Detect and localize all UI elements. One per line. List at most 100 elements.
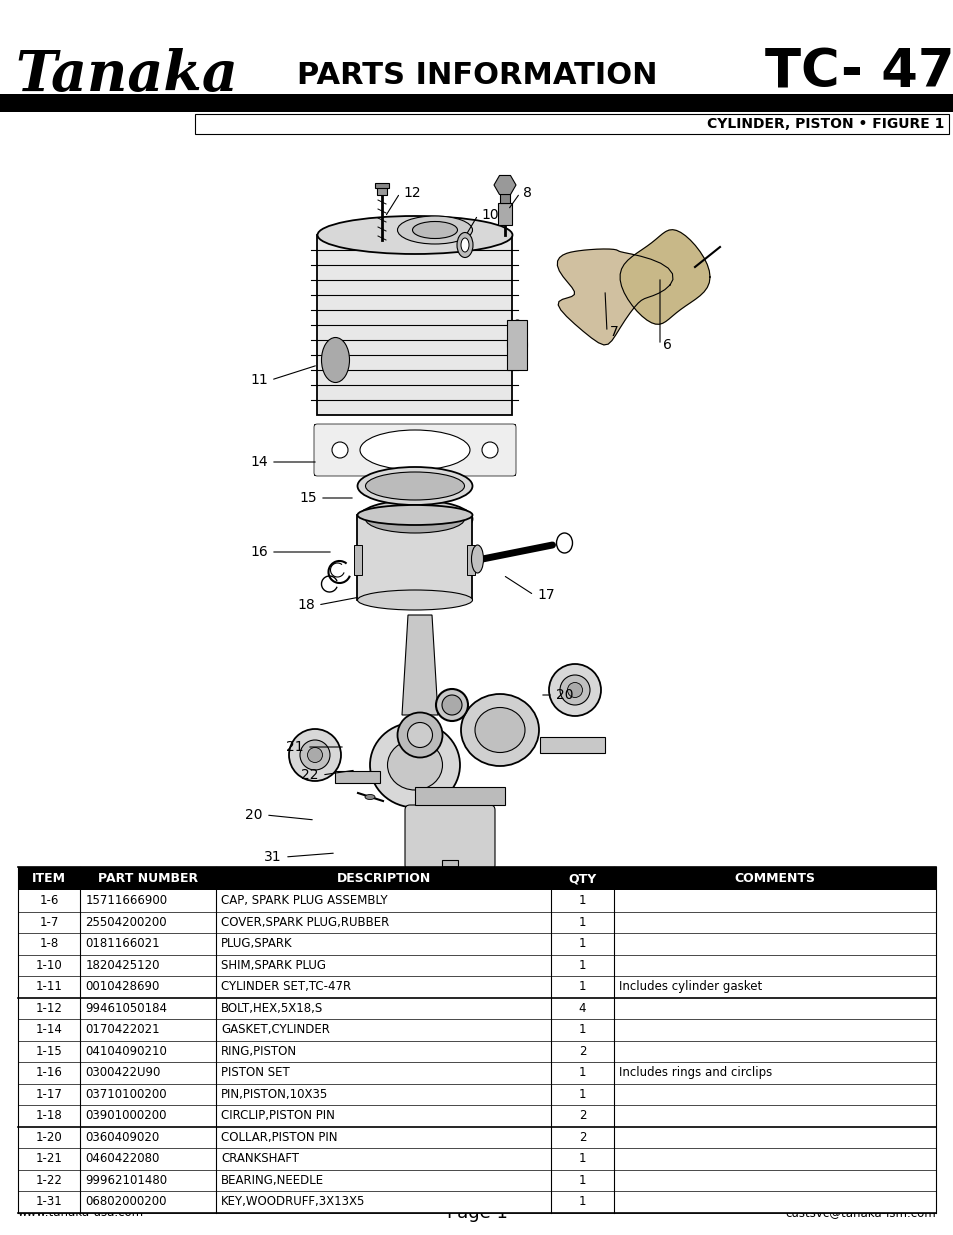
Text: 0010428690: 0010428690: [86, 981, 160, 993]
Bar: [194, 114, 948, 135]
Text: custsvc@tanaka-ism.com: custsvc@tanaka-ism.com: [784, 1207, 935, 1219]
Text: 1-15: 1-15: [36, 1045, 63, 1057]
Text: TC- 47R: TC- 47R: [764, 46, 953, 98]
Polygon shape: [401, 615, 437, 715]
FancyBboxPatch shape: [405, 805, 495, 869]
Text: 0170422021: 0170422021: [86, 1024, 160, 1036]
Bar: [376, 186, 387, 195]
Text: 1: 1: [578, 1173, 586, 1187]
FancyBboxPatch shape: [314, 424, 516, 475]
Ellipse shape: [307, 747, 322, 762]
Bar: [355, 545, 362, 576]
Bar: [18, 1191, 935, 1213]
Ellipse shape: [370, 722, 459, 808]
Bar: [467, 545, 475, 576]
Text: 1-12: 1-12: [35, 1002, 63, 1015]
Text: 03710100200: 03710100200: [86, 1088, 167, 1100]
Ellipse shape: [460, 238, 469, 252]
Text: 0300422U90: 0300422U90: [86, 1066, 161, 1079]
Text: 99962101480: 99962101480: [86, 1173, 168, 1187]
Text: 1-10: 1-10: [36, 958, 63, 972]
Ellipse shape: [357, 505, 472, 525]
Polygon shape: [619, 230, 709, 325]
Text: 8: 8: [522, 186, 532, 200]
Bar: [415, 787, 504, 805]
Text: 0460422080: 0460422080: [86, 1152, 160, 1166]
Bar: [314, 425, 515, 475]
Ellipse shape: [436, 689, 468, 721]
Ellipse shape: [321, 337, 349, 383]
Text: COVER,SPARK PLUG,RUBBER: COVER,SPARK PLUG,RUBBER: [221, 915, 389, 929]
Text: COMMENTS: COMMENTS: [734, 872, 815, 885]
Bar: [18, 998, 935, 1019]
Bar: [18, 867, 935, 890]
Ellipse shape: [507, 320, 527, 370]
Text: 16: 16: [250, 545, 268, 559]
Ellipse shape: [397, 216, 472, 245]
Bar: [18, 955, 935, 976]
Text: Page 1: Page 1: [446, 1204, 507, 1221]
Bar: [18, 976, 935, 998]
Text: 7: 7: [609, 325, 618, 338]
Text: 03901000200: 03901000200: [86, 1109, 167, 1123]
Ellipse shape: [357, 500, 472, 538]
Text: CYLINDER, PISTON • FIGURE 1: CYLINDER, PISTON • FIGURE 1: [706, 117, 943, 131]
Text: ®: ®: [167, 77, 176, 86]
Text: PLUG,SPARK: PLUG,SPARK: [221, 937, 293, 950]
Text: ITEM: ITEM: [32, 872, 66, 885]
Text: 1-14: 1-14: [35, 1024, 63, 1036]
Text: BEARING,NEEDLE: BEARING,NEEDLE: [221, 1173, 324, 1187]
Bar: [18, 1105, 935, 1126]
Text: 1-31: 1-31: [36, 1195, 63, 1208]
Text: 1: 1: [578, 1024, 586, 1036]
Ellipse shape: [365, 472, 464, 500]
Text: GASKET,CYLINDER: GASKET,CYLINDER: [221, 1024, 330, 1036]
Bar: [357, 515, 472, 600]
Text: 2: 2: [578, 1045, 586, 1057]
Bar: [497, 203, 512, 225]
Polygon shape: [557, 249, 672, 345]
Text: 18: 18: [297, 598, 314, 613]
Text: 12: 12: [402, 186, 420, 200]
Ellipse shape: [357, 467, 472, 505]
Text: 2: 2: [578, 1109, 586, 1123]
Bar: [18, 890, 935, 911]
Ellipse shape: [397, 713, 442, 757]
Text: 20: 20: [245, 808, 263, 823]
Text: SHIM,SPARK PLUG: SHIM,SPARK PLUG: [221, 958, 326, 972]
Text: QTY: QTY: [568, 872, 596, 885]
Text: 22: 22: [301, 768, 318, 782]
Ellipse shape: [289, 729, 340, 781]
Text: 6: 6: [662, 338, 671, 352]
Ellipse shape: [441, 695, 461, 715]
Ellipse shape: [481, 442, 497, 458]
Text: 1: 1: [578, 1066, 586, 1079]
Ellipse shape: [567, 683, 582, 698]
Bar: [18, 1149, 935, 1170]
Text: www.tanaka-usa.com: www.tanaka-usa.com: [18, 1207, 144, 1219]
Text: 1: 1: [578, 1152, 586, 1166]
Text: 15711666900: 15711666900: [86, 894, 168, 908]
Text: PART NUMBER: PART NUMBER: [98, 872, 198, 885]
Text: 17: 17: [537, 588, 554, 601]
Text: 1-17: 1-17: [35, 1088, 63, 1100]
Bar: [18, 1041, 935, 1062]
Text: PISTON SET: PISTON SET: [221, 1066, 290, 1079]
Bar: [539, 737, 604, 753]
Text: RING,PISTON: RING,PISTON: [221, 1045, 297, 1057]
Text: 25504200200: 25504200200: [86, 915, 167, 929]
Bar: [18, 1083, 935, 1105]
Text: 1-18: 1-18: [36, 1109, 63, 1123]
Text: 1-8: 1-8: [39, 937, 59, 950]
Text: 1: 1: [578, 894, 586, 908]
Text: CRANKSHAFT: CRANKSHAFT: [221, 1152, 299, 1166]
Ellipse shape: [359, 430, 470, 471]
Text: 1-6: 1-6: [39, 894, 59, 908]
Text: 14: 14: [250, 454, 268, 469]
Text: PIN,PISTON,10X35: PIN,PISTON,10X35: [221, 1088, 328, 1100]
Ellipse shape: [456, 232, 473, 258]
Text: 1820425120: 1820425120: [86, 958, 160, 972]
Bar: [335, 771, 379, 783]
Ellipse shape: [357, 590, 472, 610]
Bar: [375, 183, 389, 188]
